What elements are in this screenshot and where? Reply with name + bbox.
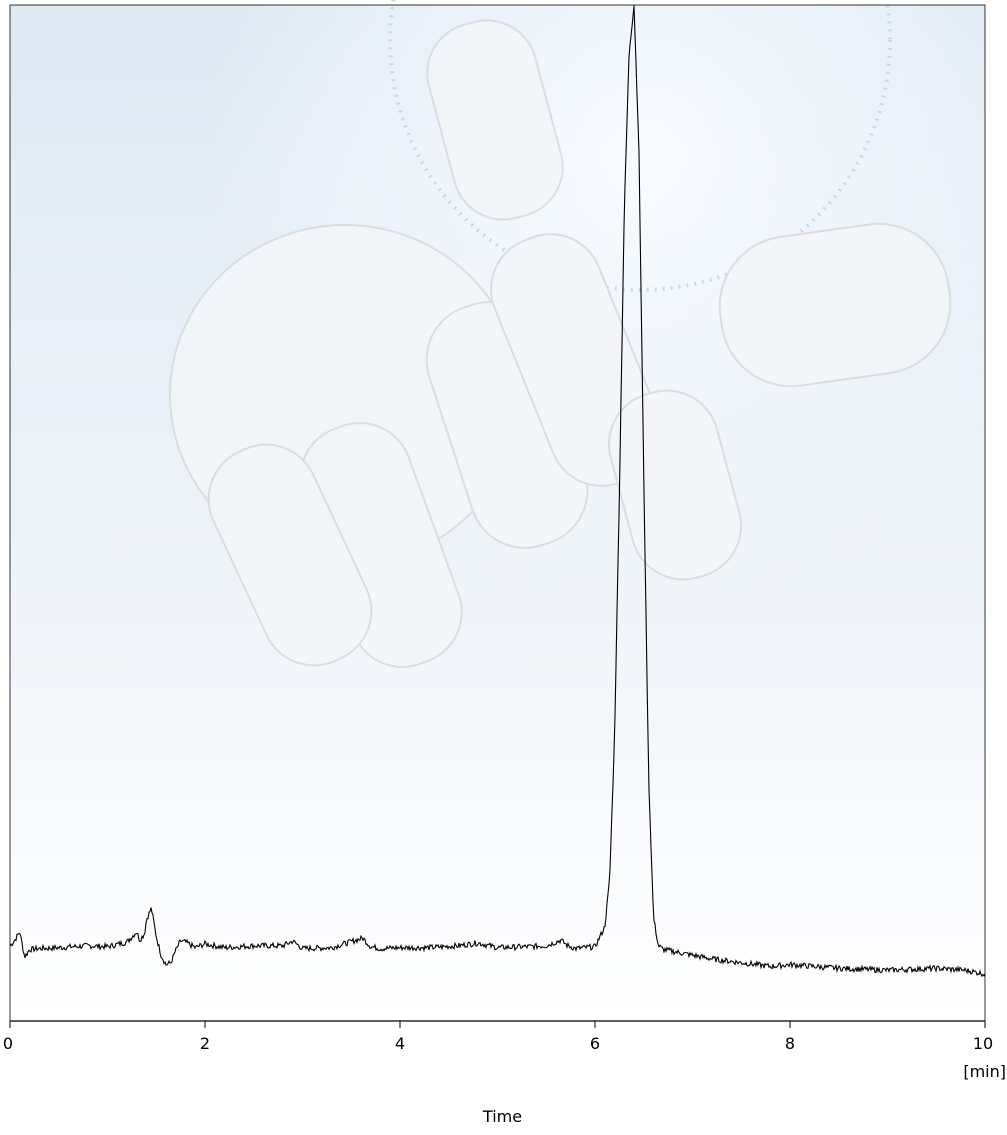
x-tick-label: 6 xyxy=(590,1034,600,1053)
series-line xyxy=(9,5,986,978)
x-tick-label: 10 xyxy=(973,1034,993,1053)
x-tick-label: 0 xyxy=(3,1034,13,1053)
x-tick-label: 8 xyxy=(785,1034,795,1053)
background-illustration xyxy=(10,0,985,1021)
x-axis-unit: [min] xyxy=(963,1062,1006,1081)
x-axis-label: Time xyxy=(482,1107,522,1126)
plot-frame xyxy=(9,4,986,1021)
x-tick-label: 4 xyxy=(395,1034,405,1053)
x-tick-label: 2 xyxy=(200,1034,210,1053)
